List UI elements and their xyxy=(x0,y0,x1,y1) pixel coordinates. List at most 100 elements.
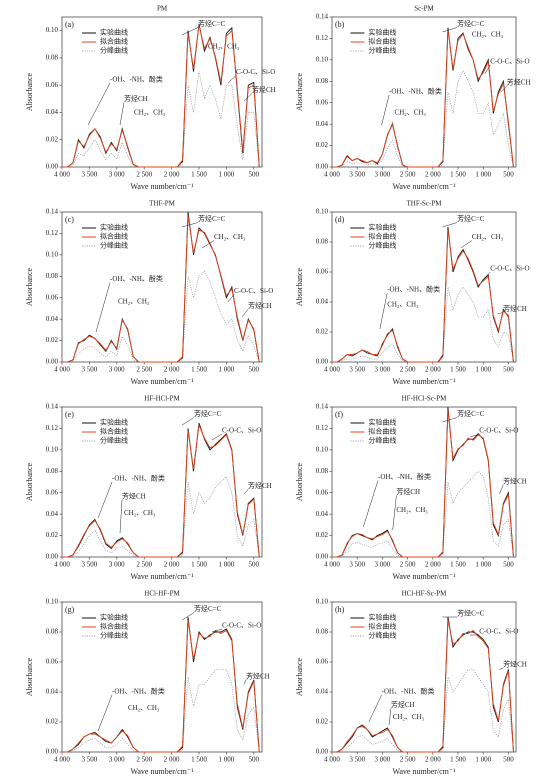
y-tick-label: 0.00 xyxy=(316,748,329,756)
panel-label: (e) xyxy=(65,410,74,419)
annotation-arrow xyxy=(211,628,223,633)
x-tick-label: 4 000 xyxy=(324,366,340,374)
x-tick-label: 500 xyxy=(503,366,514,374)
x-tick-label: 3 500 xyxy=(349,366,365,374)
y-tick-label: 0.04 xyxy=(46,315,59,323)
x-tick-label: 2 500 xyxy=(136,171,152,179)
panel-label: (h) xyxy=(335,605,345,614)
x-tick-label: 2 000 xyxy=(425,366,441,374)
y-tick-label: 0.00 xyxy=(46,163,59,171)
legend-label: 实验曲线 xyxy=(368,28,396,37)
annotation-arrow xyxy=(201,240,215,249)
x-tick-label: 2 500 xyxy=(136,366,152,374)
x-tick-label: 1 000 xyxy=(475,561,491,569)
annotation: 芳烃CH xyxy=(503,304,527,313)
annotation-arrow xyxy=(119,102,125,126)
panel-title: HCl-HF-Sc-PM xyxy=(402,590,448,598)
spectrum-line xyxy=(62,619,260,753)
annotation: 芳烃C=C xyxy=(194,409,222,418)
x-tick-label: 4 000 xyxy=(54,756,70,764)
x-tick-label: 3 000 xyxy=(375,171,391,179)
panel: THF-Sc-PM (d) Wave number/cm⁻¹ Absorbance 4 … xyxy=(295,200,530,386)
spectrum-line xyxy=(332,410,514,558)
y-tick-label: 0.00 xyxy=(316,553,329,561)
annotation: 芳烃CH xyxy=(252,85,276,94)
x-tick-label: 4 000 xyxy=(324,171,340,179)
x-tick-label: 2 000 xyxy=(425,756,441,764)
y-tick-label: 0.04 xyxy=(46,510,59,518)
y-tick-label: 0.02 xyxy=(316,141,329,149)
legend-label: 拟合曲线 xyxy=(100,232,128,241)
annotation-arrow xyxy=(501,85,507,93)
x-tick-label: 1 500 xyxy=(191,171,207,179)
x-tick-label: 3 500 xyxy=(82,366,98,374)
annotation: 芳烃CH xyxy=(246,672,270,681)
panel-title: HF-HCl-Sc-PM xyxy=(402,395,448,403)
annotation: CH₂、CH₃ xyxy=(472,233,504,241)
x-tick-label: 1 000 xyxy=(475,756,491,764)
legend-label: 分峰曲线 xyxy=(100,46,128,55)
panel-title: Sc-PM xyxy=(414,5,434,13)
legend-label: 分峰曲线 xyxy=(368,46,396,55)
y-axis-label: Absorbance xyxy=(295,267,304,306)
annotation: CH₂、CH₃ xyxy=(208,43,240,51)
annotation-arrow xyxy=(181,27,199,36)
legend-label: 实验曲线 xyxy=(100,223,128,232)
x-tick-label: 1 000 xyxy=(219,366,235,374)
legend-label: 拟合曲线 xyxy=(368,232,396,241)
x-tick-label: 3 000 xyxy=(109,561,125,569)
x-tick-label: 2 500 xyxy=(400,756,416,764)
x-tick-label: 1 500 xyxy=(450,171,466,179)
x-tick-label: 3 500 xyxy=(349,171,365,179)
y-tick-label: 0.06 xyxy=(316,658,329,666)
spectrum-line xyxy=(62,25,260,168)
y-tick-label: 0.14 xyxy=(316,13,329,21)
annotation-arrow xyxy=(499,667,504,670)
y-tick-label: 0.08 xyxy=(46,54,59,62)
y-tick-label: 0.10 xyxy=(316,55,329,63)
x-tick-label: 1 500 xyxy=(191,561,207,569)
y-tick-label: 0.00 xyxy=(46,748,59,756)
annotation: 芳烃CH xyxy=(248,301,272,310)
annotation: 芳烃C=C xyxy=(457,19,485,28)
y-tick-label: 0.10 xyxy=(46,26,59,34)
annotation-arrow xyxy=(442,27,458,33)
y-tick-label: 0.08 xyxy=(316,77,329,85)
y-tick-label: 0.06 xyxy=(46,658,59,666)
legend-label: 分峰曲线 xyxy=(100,436,128,445)
y-tick-label: 0.02 xyxy=(316,531,329,539)
y-tick-label: 0.06 xyxy=(316,98,329,106)
y-tick-label: 0.04 xyxy=(46,108,59,116)
y-tick-label: 0.04 xyxy=(46,688,59,696)
annotation: -OH、-NH、酚类 xyxy=(112,474,165,483)
spectrum-line xyxy=(62,423,260,558)
y-tick-label: 0.08 xyxy=(316,238,329,246)
panel-title: PM xyxy=(157,5,168,13)
panel: THF-PM (c) Wave number/cm⁻¹ Absorbance 4 000… xyxy=(25,200,273,386)
x-axis-label: Wave number/cm⁻¹ xyxy=(130,182,194,191)
annotation-arrow xyxy=(442,417,458,423)
x-axis-label: Wave number/cm⁻¹ xyxy=(392,572,456,581)
panel: PM (a) Wave number/cm⁻¹ Absorbance 4 000 3 50… xyxy=(25,5,276,191)
x-tick-label: 4 000 xyxy=(324,756,340,764)
x-tick-label: 3 000 xyxy=(375,756,391,764)
legend-label: 拟合曲线 xyxy=(100,427,128,436)
annotation-arrow xyxy=(95,282,111,333)
x-tick-label: 2 500 xyxy=(136,756,152,764)
annotation: -OH、-NH、酚类 xyxy=(378,472,431,481)
annotation: CH₂、CH₃ xyxy=(124,509,156,517)
panel: HF-HCl-Sc-PM (f) Wave number/cm⁻¹ Absorbanc… xyxy=(295,395,527,581)
x-tick-label: 1 000 xyxy=(475,171,491,179)
panel: HCl-HF-Sc-PM (h) Wave number/cm⁻¹ Absorbanc… xyxy=(295,590,527,776)
x-tick-label: 1 500 xyxy=(191,756,207,764)
y-tick-label: 0.10 xyxy=(46,598,59,606)
annotation: C-O-C、Si-O xyxy=(236,68,275,76)
panel-label: (d) xyxy=(335,215,345,224)
annotation: 芳烃CH xyxy=(122,492,146,501)
annotation: 芳烃CH xyxy=(391,700,415,709)
annotation: CH₂、CH₃ xyxy=(396,506,428,514)
annotation: CH₂、CH₃ xyxy=(387,301,419,309)
spectrum-line xyxy=(332,669,514,753)
y-tick-label: 0.10 xyxy=(46,445,59,453)
